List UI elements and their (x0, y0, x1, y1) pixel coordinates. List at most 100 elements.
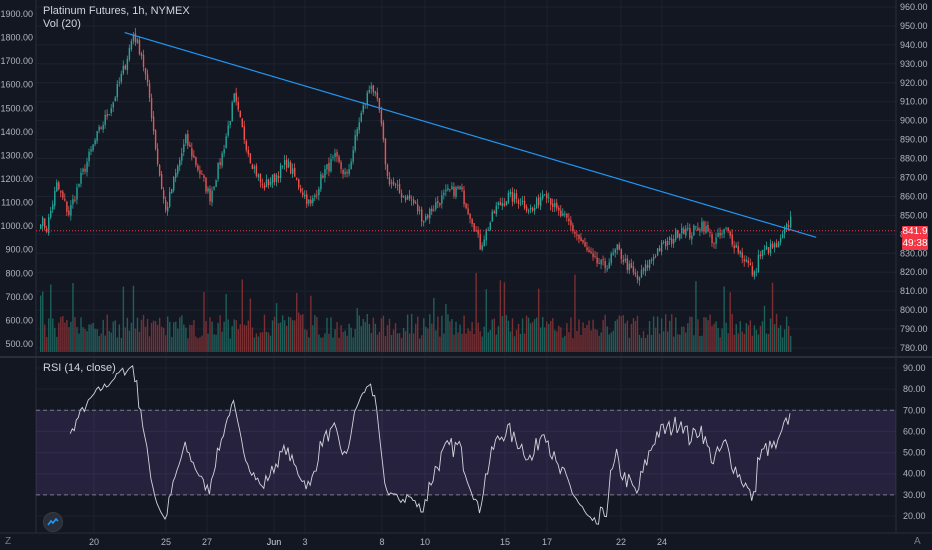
candle-body (745, 259, 748, 262)
volume-bar (570, 317, 572, 352)
candle-body (388, 177, 391, 185)
candle-body (689, 227, 691, 239)
candle-body (376, 92, 379, 99)
volume-bar (616, 319, 619, 352)
candle-body (648, 259, 651, 268)
volume-bar (334, 329, 336, 352)
candle-body (747, 260, 750, 264)
volume-bar (189, 324, 191, 352)
candle-body (112, 102, 114, 108)
candle-body (477, 230, 479, 235)
volume-bar (328, 333, 330, 352)
volume-bar (312, 325, 314, 352)
candle-body (501, 203, 504, 207)
volume-bar (745, 323, 748, 352)
volume-bar (556, 331, 558, 352)
volume-bar (96, 329, 98, 352)
candle-body (586, 247, 588, 250)
candle-body (390, 182, 393, 184)
volume-bar (150, 322, 153, 352)
candle-body (185, 134, 187, 144)
volume-bar (179, 317, 181, 352)
volume-bar (568, 332, 570, 352)
candle-body (566, 213, 568, 218)
volume-bar (162, 327, 165, 352)
volume-bar (408, 333, 411, 352)
volume-bar (529, 323, 532, 352)
candle-body (392, 181, 395, 185)
volume-bar (421, 335, 423, 352)
timezone-toggle[interactable]: Z (5, 536, 12, 547)
volume-bar (741, 331, 743, 352)
candle-body (94, 140, 96, 145)
auto-scale-toggle[interactable]: A (914, 536, 921, 547)
volume-bar (40, 295, 42, 352)
volume-bar (473, 333, 475, 352)
volume-bar (566, 323, 568, 352)
candle-body (463, 190, 465, 205)
volume-bar (439, 336, 441, 352)
candle-body (527, 210, 530, 212)
candle-body (662, 242, 665, 243)
candle-body (419, 210, 421, 211)
volume-bar (48, 318, 50, 352)
candle-body (513, 193, 516, 203)
volume-bar (469, 331, 471, 352)
volume-bar (358, 315, 360, 352)
volume-bar (237, 329, 239, 352)
volume-bar (386, 325, 389, 352)
volume-bar (316, 317, 318, 352)
volume-bar (68, 327, 70, 352)
candle-body (596, 257, 598, 264)
volume-bar (294, 320, 296, 352)
volume-bar (88, 324, 90, 352)
volume-bar (106, 314, 108, 352)
volume-bar (660, 318, 663, 352)
candle-body (146, 74, 149, 83)
candle-body (602, 259, 604, 261)
volume-bar (213, 334, 215, 352)
candle-body (225, 136, 227, 149)
volume-bar (634, 320, 637, 352)
volume-bar (787, 326, 790, 352)
candle-body (215, 180, 217, 187)
candle-body (56, 182, 58, 192)
volume-bar (717, 328, 719, 352)
candle-body (771, 244, 774, 248)
volume-bar (481, 336, 483, 352)
candle-body (287, 161, 290, 168)
candle-body (348, 169, 350, 175)
volume-bar (304, 329, 306, 352)
volume-tick-label: 1400.00 (0, 127, 33, 137)
volume-bar (425, 326, 427, 352)
volume-bar (356, 308, 358, 352)
candle-body (630, 263, 633, 268)
candle-body (658, 247, 661, 252)
volume-bar (247, 320, 250, 352)
candle-body (100, 127, 102, 129)
volume-bar (757, 334, 760, 352)
candle-body (336, 152, 338, 157)
volume-bar (654, 327, 657, 352)
volume-bar (273, 316, 276, 352)
volume-bar (606, 326, 608, 352)
volume-bar (560, 327, 562, 352)
volume-bar (729, 292, 731, 352)
candle-body (144, 67, 147, 75)
volume-bar (449, 321, 451, 352)
candle-body (261, 183, 264, 185)
volume-bar (467, 328, 469, 352)
candle-body (429, 209, 431, 219)
candle-body (761, 249, 764, 257)
candle-body (209, 188, 211, 202)
candle-body (461, 187, 463, 190)
volume-bar (281, 315, 284, 352)
candle-body (515, 193, 518, 199)
candle-body (487, 229, 489, 231)
volume-bar (271, 320, 274, 352)
volume-bar (648, 320, 651, 352)
tradingview-logo-icon[interactable] (43, 512, 63, 532)
candle-body (233, 93, 235, 103)
candle-body (400, 193, 403, 198)
